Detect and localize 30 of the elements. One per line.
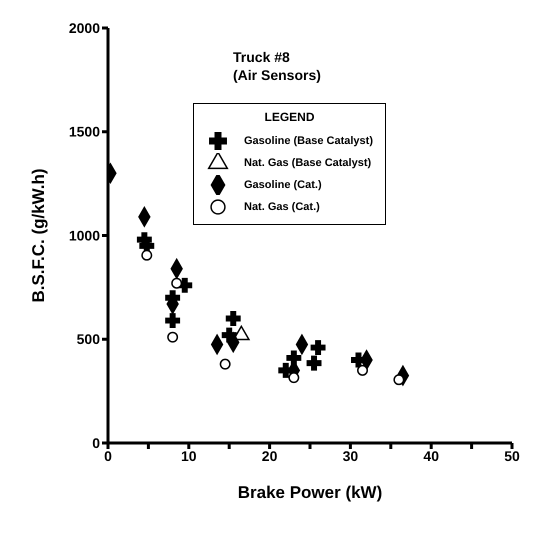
legend-label: Gasoline (Base Catalyst)	[244, 135, 373, 147]
y-tick-label: 1500	[68, 124, 100, 140]
legend-label: Nat. Gas (Cat.)	[244, 201, 320, 213]
point	[165, 313, 180, 328]
point	[171, 278, 182, 289]
y-tick-label: 2000	[68, 20, 100, 36]
point	[226, 311, 241, 326]
x-tick-label: 40	[423, 448, 440, 464]
point	[167, 332, 178, 343]
legend-label: Gasoline (Cat.)	[244, 179, 322, 191]
point	[310, 340, 326, 356]
x-axis-title: Brake Power (kW)	[238, 483, 382, 502]
y-tick-label: 0	[92, 434, 100, 451]
point	[306, 356, 322, 371]
point	[288, 372, 300, 384]
x-tick-label: 50	[504, 448, 520, 464]
text: Truck #8	[233, 48, 291, 66]
y-axis-title: B.S.F.C. (g/kW.h)	[29, 168, 48, 303]
x-tick-label: 20	[262, 448, 278, 464]
x-tick-label: 0	[104, 448, 112, 464]
point	[141, 250, 152, 261]
x-tick-label: 10	[181, 448, 197, 464]
legend-title: LEGEND	[263, 110, 316, 124]
text: (Air Sensors)	[233, 66, 321, 84]
point	[220, 358, 231, 370]
y-tick-label: 1000	[68, 227, 100, 244]
y-tick-label: 500	[76, 331, 100, 348]
x-tick-label: 30	[342, 448, 358, 464]
point	[357, 364, 368, 376]
legend-label: Nat. Gas (Base Catalyst)	[244, 157, 372, 169]
